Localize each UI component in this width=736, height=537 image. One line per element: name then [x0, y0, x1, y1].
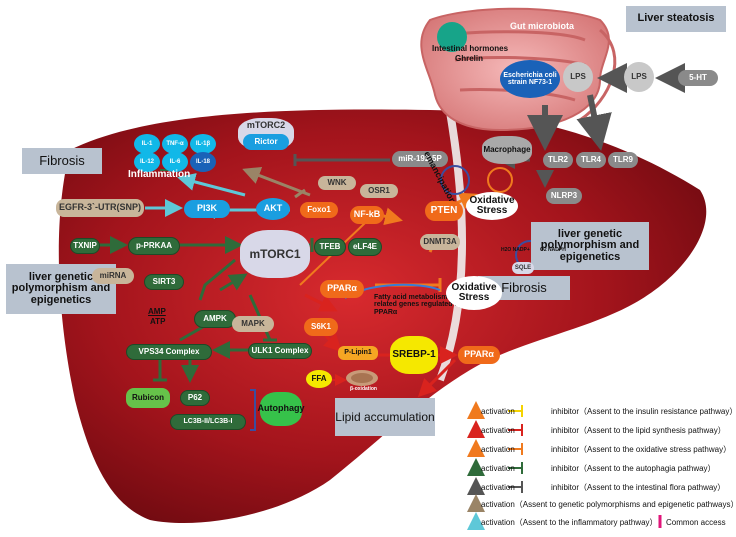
pi3k-node: PI3K — [184, 200, 230, 218]
legend-common-access: Common access — [666, 517, 726, 527]
legend-symbols — [467, 401, 662, 530]
legend-row-oxidative: activation inhibitor（Assent to the oxidat… — [481, 444, 732, 454]
fibrosis-left-callout: Fibrosis — [22, 148, 102, 174]
elf4e-node: eLF4E — [348, 238, 382, 256]
ffa-node: FFA — [306, 370, 332, 388]
rictor-node: Rictor — [243, 134, 289, 150]
ht5-node: 5-HT — [678, 70, 718, 86]
liver-steatosis-callout: Liver steatosis — [626, 6, 726, 32]
tlr4-node: TLR4 — [576, 152, 606, 168]
egfr-node: EGFR-3`-UTR(SNP) — [56, 199, 144, 217]
ulk1-node: ULK1 Complex — [248, 343, 312, 359]
ppara-right-node: PPARα — [458, 346, 500, 364]
lipid-accumulation-callout: Lipid accumulation — [335, 398, 435, 436]
mapk-node: MAPK — [232, 316, 274, 332]
autophagy-node: Autophagy — [258, 392, 305, 426]
legend-row-genetic: activation（Assent to genetic polymorphis… — [481, 499, 736, 509]
macrophage-node: Macrophage — [482, 136, 532, 164]
genetics-right-callout: liver genetic polymorphism and epigeneti… — [531, 222, 649, 270]
fatty-acid-label: Fatty acid metabolism-related genes regu… — [374, 294, 463, 316]
amp-label: AMP — [148, 307, 166, 316]
sqle-node: SQLE — [512, 262, 534, 274]
ox-stress-top-node: Oxidative Stress — [466, 192, 518, 220]
tlr9-node: TLR9 — [608, 152, 638, 168]
pten-node: PTEN — [425, 201, 463, 221]
genetics-left-callout: liver genetic polymorphism and epigeneti… — [6, 264, 116, 314]
il12-node: IL-12 — [134, 152, 160, 172]
h2o-nadp-label: H2O NADP+ — [501, 247, 530, 253]
mtorc1-node: mTORC1 — [240, 230, 310, 278]
il1-node: IL-1 — [134, 134, 160, 154]
ghrelin-label: Ghrelin — [455, 54, 484, 63]
nlrp3-node: NLRP3 — [546, 188, 582, 204]
legend-row-intestinal: activation inhibitor（Assent to the intest… — [481, 482, 726, 492]
il6-node: IL-6 — [162, 152, 188, 172]
il18-node: IL-18 — [190, 152, 216, 172]
lps-inner-node: LPS — [563, 62, 593, 92]
tfeb-node: TFEB — [314, 238, 346, 256]
ox-stress-mid-node: Oxidative Stress — [446, 276, 502, 310]
plipin1-node: P-Lipin1 — [338, 346, 378, 360]
foxo1-node: Foxo1 — [300, 202, 338, 218]
wnk-node: WNK — [318, 176, 356, 190]
osr1-node: OSR1 — [360, 184, 398, 198]
mirna-node: miRNA — [92, 268, 134, 284]
lc3b-node: LC3B-II/LC3B-I — [170, 414, 246, 430]
pprkaa-node: p-PRKAA — [128, 237, 180, 255]
srebp1-node: SREBP-1 — [390, 336, 438, 374]
beta-oxidation-label: β-oxidation — [350, 386, 377, 392]
inflammation-label: Inflammation — [128, 169, 191, 180]
s6k1-node: S6K1 — [304, 318, 338, 336]
tlr2-node: TLR2 — [543, 152, 573, 168]
o2-nadph-label: O2 NADPH — [540, 247, 566, 253]
p62-node: P62 — [180, 390, 210, 406]
sirt3-node: SIRT3 — [144, 274, 184, 290]
intestinal-hormones-label: Intestinal hormones — [432, 44, 509, 53]
rubicon-node: Rubicon — [126, 388, 170, 408]
akt-node: AKT — [256, 198, 290, 220]
gut-microbiota-label: Gut microbiota — [510, 21, 575, 31]
txnip-node: TXNIP — [70, 238, 100, 254]
lps-outer-node: LPS — [624, 62, 654, 92]
legend-row-autophagia: activation inhibitor（Assent to the autoph… — [481, 463, 716, 473]
vps34-node: VPS34 Complex — [126, 344, 212, 360]
il1b-node: IL-1β — [190, 134, 216, 154]
legend-row-lipid: activation inhibitor（Assent to the lipid … — [481, 425, 726, 435]
atp-label: ATP — [150, 317, 166, 326]
legend-row-inflammatory: activation（Assent to the inflammatory pa… — [481, 517, 658, 527]
mir192-node: miR-192-5P — [392, 151, 448, 167]
ampk-node: AMPK — [194, 310, 236, 328]
legend-row-insulin: activation inhibitor（Assent to the insuli… — [481, 406, 736, 416]
dnmt3a-node: DNMT3A — [420, 234, 460, 250]
hormone-burst-icon — [437, 22, 467, 52]
ecoli-node: Escherichia coli strain NF73-1 — [500, 60, 560, 98]
ppara-mid-node: PPARα — [320, 280, 364, 298]
nfkb-node: NF-kB — [350, 206, 384, 224]
tnfa-node: TNF-α — [162, 134, 188, 154]
